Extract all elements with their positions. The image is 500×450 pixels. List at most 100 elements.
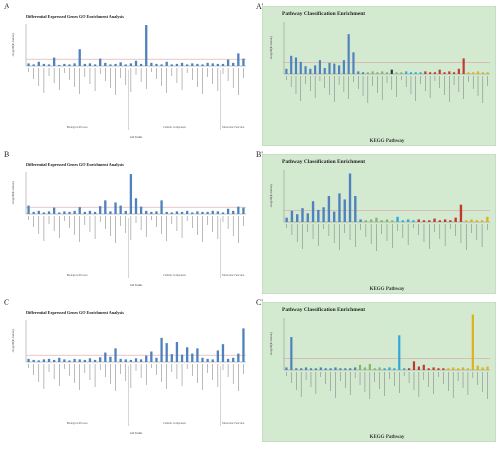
bar [349, 368, 352, 370]
bar [424, 71, 427, 74]
bar [165, 343, 168, 362]
group-label: Biological Process [67, 422, 88, 425]
bar [139, 206, 143, 214]
bar [299, 61, 302, 74]
bar [201, 64, 204, 66]
bar [388, 367, 391, 370]
chart-background [262, 154, 496, 294]
y-axis-label: -Log10(P-value) [11, 329, 15, 353]
bar [37, 61, 40, 66]
bar [364, 220, 368, 222]
bar [403, 368, 406, 370]
bar [486, 72, 489, 74]
bar [348, 173, 352, 222]
bar [226, 208, 230, 214]
bar [429, 72, 432, 74]
bar [150, 211, 153, 214]
bar [119, 62, 122, 66]
bar [232, 357, 235, 362]
bar [371, 71, 374, 74]
bar [380, 220, 383, 222]
chart-background [262, 6, 496, 146]
bar [309, 368, 313, 370]
group-label: Biological Process [67, 274, 88, 277]
bar [327, 196, 331, 222]
bar [129, 359, 133, 362]
bar [180, 211, 184, 214]
bar [437, 368, 440, 370]
bar [93, 359, 97, 362]
bar [32, 64, 35, 66]
panel-letter-c-prime: C' [256, 298, 263, 307]
panel-letter-a: A [4, 2, 10, 11]
bar [304, 66, 307, 74]
bar [196, 63, 199, 66]
bar [124, 210, 127, 214]
bar [58, 212, 61, 214]
kegg-chart-svg: Pathway Classification Enrichment -Log10(… [262, 6, 496, 146]
bar [363, 367, 367, 370]
bar [406, 219, 410, 222]
bar [165, 61, 168, 66]
bar [175, 342, 179, 362]
group-label: Molecular Function [222, 274, 245, 277]
bar [342, 60, 345, 74]
bar [294, 57, 298, 74]
bar [476, 365, 479, 370]
bar [226, 59, 230, 66]
panel-letter-a-prime: A' [256, 2, 264, 11]
kegg-chart-a-prime: Pathway Classification Enrichment -Log10(… [262, 6, 496, 146]
bar [160, 64, 163, 66]
bar [145, 25, 148, 66]
bar [296, 214, 299, 222]
bar [206, 358, 209, 362]
bar [119, 358, 122, 362]
bar [226, 358, 230, 362]
bar [319, 367, 322, 370]
bar [323, 67, 326, 74]
bar [99, 58, 102, 66]
bar [290, 337, 293, 370]
bar [175, 63, 179, 66]
bar [481, 72, 484, 74]
bar [68, 211, 71, 214]
bar [134, 60, 138, 66]
bar [338, 65, 341, 74]
bar [104, 352, 107, 362]
bar [47, 211, 51, 214]
bar [381, 71, 384, 74]
bar [465, 220, 468, 222]
group-label: Molecular Function [222, 422, 245, 425]
bar [196, 348, 199, 362]
bar [314, 368, 317, 370]
bar [433, 72, 436, 74]
bar [47, 358, 51, 362]
bar [186, 64, 189, 66]
bar [324, 368, 327, 370]
x-axis-label: GO Terms [130, 283, 143, 287]
go-chart-svg: Differential Expressed Genes GO Enrichme… [8, 304, 252, 440]
bar [114, 63, 117, 66]
chart-title: Differential Expressed Genes GO Enrichme… [26, 162, 124, 167]
bar [78, 207, 81, 214]
bar [417, 219, 420, 222]
bar [466, 368, 470, 370]
bar [409, 72, 413, 74]
bar [88, 63, 92, 66]
bar [170, 354, 173, 362]
chart-background [8, 8, 252, 144]
bar [32, 211, 35, 214]
bar [104, 62, 107, 66]
bar [443, 219, 447, 222]
bar [285, 217, 288, 222]
bar [462, 58, 465, 74]
bar [242, 58, 245, 66]
bar [395, 72, 398, 74]
bar [170, 212, 173, 214]
bar [186, 210, 189, 214]
bar [73, 63, 76, 66]
bar [114, 348, 117, 362]
bar [375, 217, 378, 222]
bar [344, 368, 347, 370]
bar [155, 357, 158, 362]
